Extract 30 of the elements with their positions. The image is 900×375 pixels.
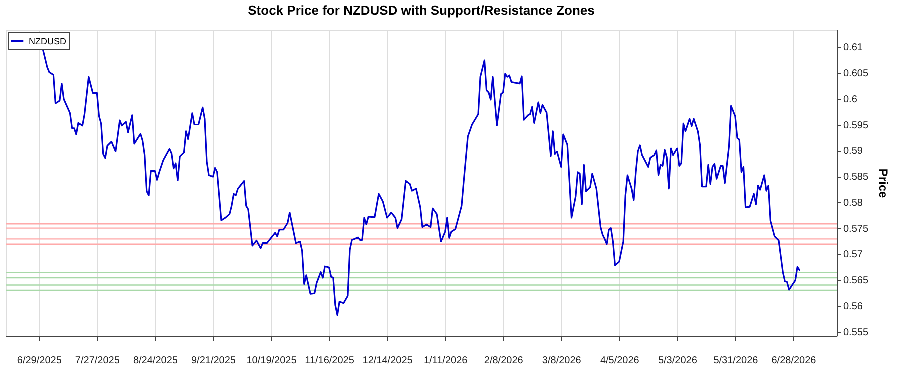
x-tick-label: 4/5/2026 <box>600 356 640 366</box>
x-tick-label: 12/14/2025 <box>362 356 414 366</box>
x-tick-label: 1/11/2026 <box>424 356 468 366</box>
x-tick-label: 5/3/2026 <box>658 356 698 366</box>
legend-label: NZDUSD <box>29 36 67 46</box>
y-tick-label: 0.595 <box>844 120 869 132</box>
y-tick-label: 0.605 <box>844 68 869 80</box>
y-axis-title: Price <box>876 168 891 198</box>
y-tick-label: 0.56 <box>844 301 864 312</box>
y-tick-label: 0.57 <box>844 250 864 261</box>
x-tick-label: 7/27/2025 <box>75 356 120 366</box>
y-tick-label: 0.58 <box>844 198 864 209</box>
line-series <box>42 49 800 316</box>
x-tick-label: 6/28/2026 <box>772 356 817 366</box>
x-tick-label: 8/24/2025 <box>133 356 178 366</box>
x-tick-label: 10/19/2025 <box>246 356 298 366</box>
y-tick-label: 0.59 <box>844 146 864 158</box>
x-tick-label: 11/16/2025 <box>305 356 355 366</box>
x-tick-label: 5/31/2026 <box>714 356 759 366</box>
y-tick-label: 0.61 <box>844 42 864 54</box>
y-tick-label: 0.585 <box>844 172 869 184</box>
y-tick-label: 0.575 <box>844 224 869 235</box>
x-tick-label: 3/8/2026 <box>542 356 582 366</box>
x-tick-label: 9/21/2025 <box>191 356 236 366</box>
x-tick-label: 2/8/2026 <box>484 356 524 366</box>
y-tick-label: 0.6 <box>844 94 858 106</box>
x-tick-label: 6/29/2025 <box>17 356 62 366</box>
chart-title: Stock Price for NZDUSD with Support/Resistance Zones <box>248 3 595 18</box>
y-tick-label: 0.565 <box>844 276 869 287</box>
y-tick-label: 0.555 <box>844 327 869 338</box>
